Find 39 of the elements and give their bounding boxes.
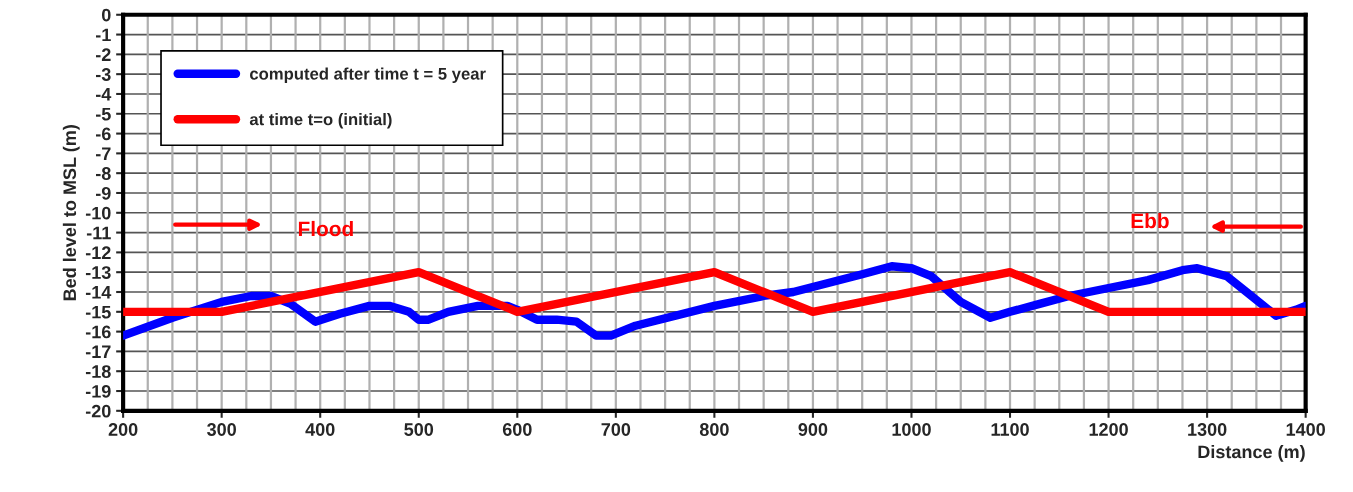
y-axis-title: Bed level to MSL (m) <box>62 125 80 301</box>
y-tick-label: -6 <box>95 127 111 141</box>
y-tick-label: -16 <box>85 325 111 339</box>
y-tick-label: -2 <box>95 48 111 61</box>
y-tick-label: -18 <box>85 365 111 378</box>
x-tick-label: 600 <box>502 423 532 436</box>
y-tick-label: -17 <box>85 345 111 358</box>
y-tick-label: -19 <box>85 384 111 398</box>
x-tick-label: 400 <box>305 423 335 436</box>
x-tick-label: 1300 <box>1188 423 1227 436</box>
x-tick-label: 1100 <box>991 423 1029 436</box>
legend-label: computed after time t = 5 year <box>250 67 486 84</box>
y-tick-label: -9 <box>95 186 111 200</box>
annotation: Ebb <box>1131 212 1169 229</box>
y-tick-label: -20 <box>85 404 111 418</box>
y-tick-label: -7 <box>95 147 111 160</box>
x-tick-label: 1400 <box>1286 423 1325 436</box>
x-tick-label: 700 <box>601 423 631 436</box>
x-tick-label: 900 <box>798 423 828 436</box>
x-tick-label: 800 <box>699 423 729 436</box>
y-tick-label: -13 <box>85 266 111 279</box>
x-tick-label: 200 <box>108 423 138 436</box>
x-tick-label: 300 <box>207 423 236 436</box>
x-tick-label: 1200 <box>1089 423 1128 436</box>
y-tick-label: -1 <box>95 28 111 42</box>
x-axis-title: Distance (m) <box>1198 445 1305 462</box>
x-tick-label: 1000 <box>892 423 931 436</box>
y-tick-label: -14 <box>85 286 112 299</box>
legend-label: at time t=o (initial) <box>249 113 392 129</box>
x-tick-label: 500 <box>404 423 434 436</box>
y-tick-label: -15 <box>85 305 111 319</box>
y-tick-label: -11 <box>86 226 111 240</box>
y-tick-label: -3 <box>95 68 111 81</box>
y-tick-label: -5 <box>95 107 111 121</box>
y-tick-label: 0 <box>101 8 111 22</box>
y-tick-label: -4 <box>95 88 112 101</box>
y-tick-label: -12 <box>85 246 111 259</box>
y-tick-label: -8 <box>95 167 111 180</box>
y-tick-label: -10 <box>85 206 111 220</box>
